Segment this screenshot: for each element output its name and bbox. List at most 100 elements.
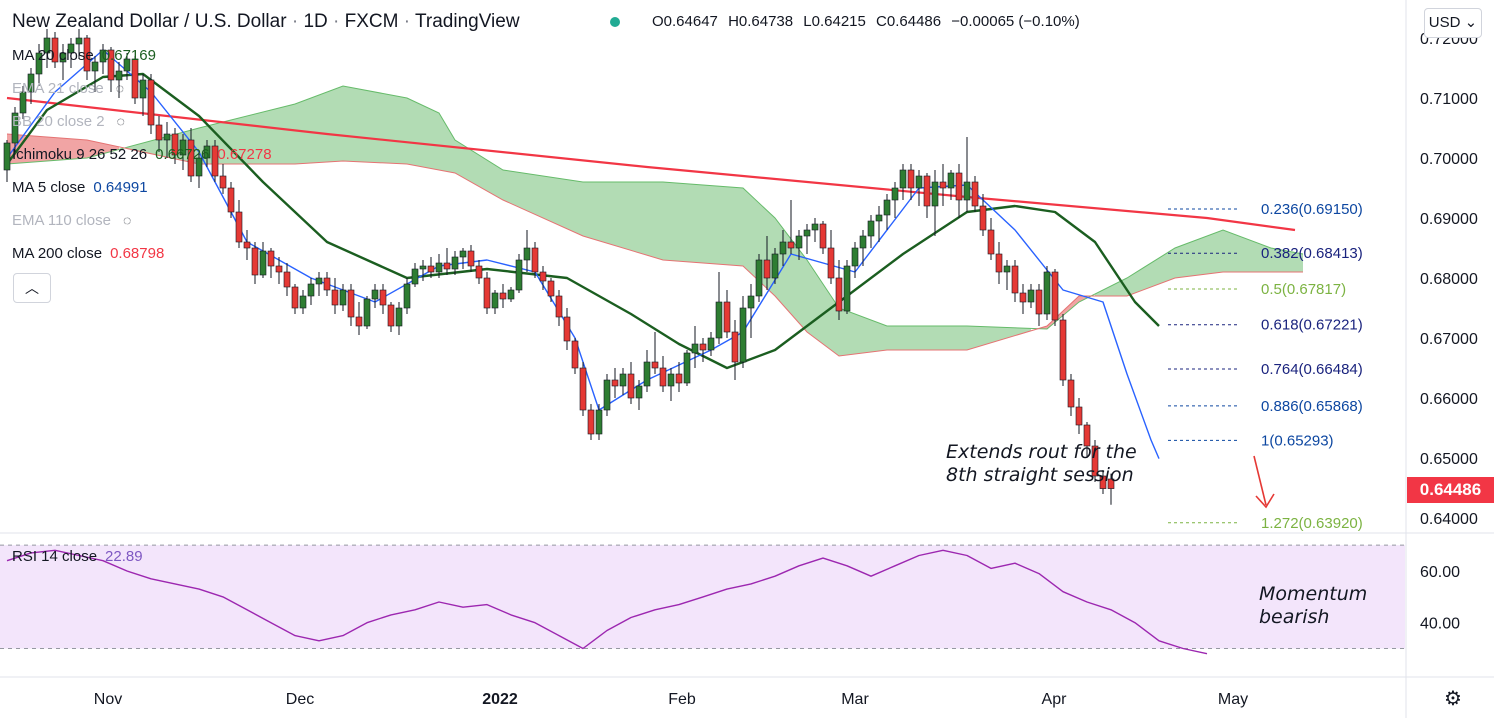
hidden-eye-icon[interactable]: ◌: [115, 80, 125, 96]
candle-bull: [795, 235, 803, 249]
candle-bull: [451, 256, 459, 270]
candle-bear: [923, 175, 931, 207]
candle-bull: [403, 283, 411, 309]
rsi-legend-label: RSI 14 close: [12, 548, 98, 565]
interval-label[interactable]: 1D: [303, 11, 328, 32]
candle-bear: [1059, 319, 1067, 381]
currency-button[interactable]: USD ⌄: [1424, 8, 1482, 38]
candlesticks: [3, 29, 1115, 505]
price-arrow-head: [1255, 493, 1275, 509]
price-tick-label: 0.66000: [1420, 391, 1478, 408]
candle-bull: [899, 169, 907, 189]
time-tick-label: Apr: [1042, 691, 1068, 708]
price-tick-label: 0.68000: [1420, 271, 1478, 288]
candle-bear: [291, 286, 299, 309]
hidden-eye-icon[interactable]: ◌: [122, 212, 132, 228]
candle-bear: [1075, 406, 1083, 426]
candle-bull: [35, 52, 43, 75]
candle-bull: [643, 361, 651, 387]
candle-bear: [531, 247, 539, 273]
candle-bear: [107, 49, 115, 81]
fib-label: 0.764(0.66484): [1261, 361, 1363, 378]
fib-label: 1(0.65293): [1261, 432, 1334, 449]
candle-bear: [147, 79, 155, 126]
candle-bear: [267, 250, 275, 267]
price-tick-label: 0.70000: [1420, 151, 1478, 168]
candle-bear: [211, 145, 219, 177]
price-tick-label: 0.65000: [1420, 451, 1478, 468]
candle-bull: [803, 229, 811, 237]
symbol-title[interactable]: New Zealand Dollar / U.S. Dollar: [12, 11, 287, 32]
candle-bull: [339, 289, 347, 306]
candle-bear: [611, 379, 619, 387]
candle-bull: [259, 250, 267, 276]
candle-bear: [835, 277, 843, 312]
candle-bull: [419, 265, 427, 270]
legend-ichimoku[interactable]: Ichimoku 9 26 52 26 0.66726 0.67278: [12, 146, 272, 163]
price-tick-label: 0.67000: [1420, 331, 1478, 348]
price-tick-label: 0.71000: [1420, 91, 1478, 108]
candle-bear: [571, 340, 579, 369]
candle-bull: [315, 277, 323, 285]
candle-bear: [83, 37, 91, 72]
candle-bear: [819, 223, 827, 249]
candle-bull: [883, 199, 891, 216]
legend-ema21[interactable]: EMA 21 close ◌: [12, 80, 124, 97]
fib-label: 0.5(0.67817): [1261, 281, 1346, 298]
time-tick-label: Feb: [668, 691, 696, 708]
candle-bull: [619, 373, 627, 387]
candle-bull: [635, 385, 643, 399]
candle-bear: [555, 295, 563, 318]
chevron-down-icon: ⌄: [1464, 14, 1478, 31]
candle-bear: [651, 361, 659, 369]
candle-bull: [19, 91, 27, 114]
candle-bull: [715, 301, 723, 339]
hidden-eye-icon[interactable]: ◌: [116, 113, 125, 129]
candle-bull: [139, 79, 147, 99]
candle-bear: [499, 292, 507, 300]
candle-bear: [787, 241, 795, 249]
kumo-bull-region: [127, 86, 1031, 356]
candle-bull: [507, 289, 515, 300]
legend-ma5[interactable]: MA 5 close 0.64991: [12, 179, 148, 196]
candle-bear: [347, 289, 355, 318]
legend-ma200-label: MA 200 close: [12, 245, 103, 262]
candle-bear: [131, 58, 139, 99]
legend-ma200[interactable]: MA 200 close 0.68798: [12, 245, 164, 262]
legend-ichimoku-value-a: 0.66726: [155, 146, 210, 163]
rsi-tick-label: 60.00: [1420, 564, 1460, 581]
senkou-span-a: [6, 85, 1304, 330]
rsi-annotation-line2: bearish: [1259, 606, 1330, 628]
legend-ma20[interactable]: MA 20 close 0.67169: [12, 47, 156, 64]
candle-bear: [283, 271, 291, 288]
candle-bear: [171, 133, 179, 156]
collapse-legend-button[interactable]: ︿: [13, 273, 51, 303]
ma200-line: [6, 96, 1296, 232]
candle-bull: [1003, 265, 1011, 273]
price-annotation-line2: 8th straight session: [946, 464, 1134, 486]
candle-bull: [459, 250, 467, 258]
candle-bear: [387, 304, 395, 327]
chevron-up-icon: ︿: [25, 280, 39, 296]
chart-header: New Zealand Dollar / U.S. Dollar · 1D · …: [12, 11, 520, 32]
candle-bear: [1019, 292, 1027, 303]
legend-bb20[interactable]: BB 20 close 2 ◌: [12, 113, 125, 130]
rsi-legend[interactable]: RSI 14 close 22.89: [12, 548, 143, 565]
candle-bull: [1027, 289, 1035, 303]
candle-bull: [779, 241, 787, 255]
candle-bull: [851, 247, 859, 267]
candle-bear: [587, 409, 595, 435]
candle-bear: [155, 124, 163, 141]
last-price-badge: 0.64486: [1407, 477, 1494, 503]
legend-ema110[interactable]: EMA 110 close ◌: [12, 212, 131, 229]
candle-bear: [907, 169, 915, 189]
price-arrow-shaft: [1253, 455, 1267, 506]
price-tick-label: 0.69000: [1420, 211, 1478, 228]
fibonacci-levels: 0.236(0.69150) 0.382(0.68413) 0.5(0.67817)…: [1168, 201, 1363, 532]
candle-bull: [707, 337, 715, 351]
settings-gear-icon[interactable]: ⚙: [1444, 688, 1462, 710]
candle-bear: [443, 262, 451, 270]
ohlc-readout: O0.64647 H0.64738 L0.64215 C0.64486 −0.0…: [652, 13, 1086, 30]
